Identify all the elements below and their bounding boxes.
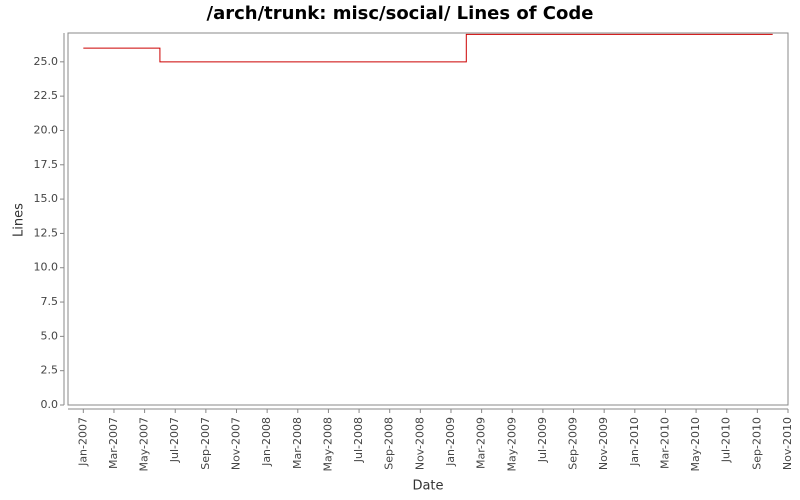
- x-tick-label: Sep-2008: [383, 417, 396, 470]
- x-tick-label: May-2009: [505, 417, 518, 472]
- x-tick-label: Jul-2007: [168, 417, 181, 463]
- x-tick-label: Jan-2010: [628, 417, 641, 467]
- x-tick-label: May-2008: [321, 417, 334, 472]
- plot-area: [67, 32, 789, 406]
- y-tick-label: 10.0: [34, 261, 59, 274]
- x-tick-label: Nov-2008: [413, 417, 426, 470]
- x-tick-label: Nov-2009: [597, 417, 610, 470]
- x-tick-label: Sep-2010: [750, 417, 763, 470]
- x-tick-label: Nov-2010: [781, 417, 794, 470]
- x-tick-label: Jan-2007: [76, 417, 89, 467]
- x-tick-label: Mar-2010: [658, 417, 671, 469]
- y-tick-label: 0.0: [41, 398, 59, 411]
- y-tick-label: 20.0: [34, 123, 59, 136]
- x-tick-label: Mar-2009: [475, 417, 488, 469]
- y-tick-label: 17.5: [34, 158, 59, 171]
- x-axis-title: Date: [412, 479, 443, 494]
- chart-title: /arch/trunk: misc/social/ Lines of Code: [207, 3, 594, 24]
- y-axis-title: Lines: [12, 203, 27, 237]
- x-tick-label: Jul-2009: [536, 417, 549, 463]
- x-tick-label: Jul-2008: [352, 417, 365, 463]
- x-tick-label: Sep-2009: [567, 417, 580, 470]
- y-tick-label: 15.0: [34, 192, 59, 205]
- series-line: [83, 33, 773, 63]
- y-tick-label: 12.5: [34, 226, 59, 239]
- x-tick-label: May-2010: [689, 417, 702, 472]
- x-tick-label: May-2007: [138, 417, 151, 472]
- y-tick-label: 5.0: [41, 329, 59, 342]
- x-tick-label: Jan-2008: [260, 417, 273, 467]
- y-tick-label: 2.5: [41, 364, 59, 377]
- x-tick-label: Mar-2008: [291, 417, 304, 469]
- x-tick-label: Nov-2007: [230, 417, 243, 470]
- x-tick-label: Jul-2010: [720, 417, 733, 463]
- x-tick-label: Mar-2007: [107, 417, 120, 469]
- y-tick-label: 7.5: [41, 295, 59, 308]
- y-tick-label: 22.5: [34, 89, 59, 102]
- x-tick-label: Sep-2007: [199, 417, 212, 470]
- x-tick-label: Jan-2009: [444, 417, 457, 467]
- y-tick-label: 25.0: [34, 55, 59, 68]
